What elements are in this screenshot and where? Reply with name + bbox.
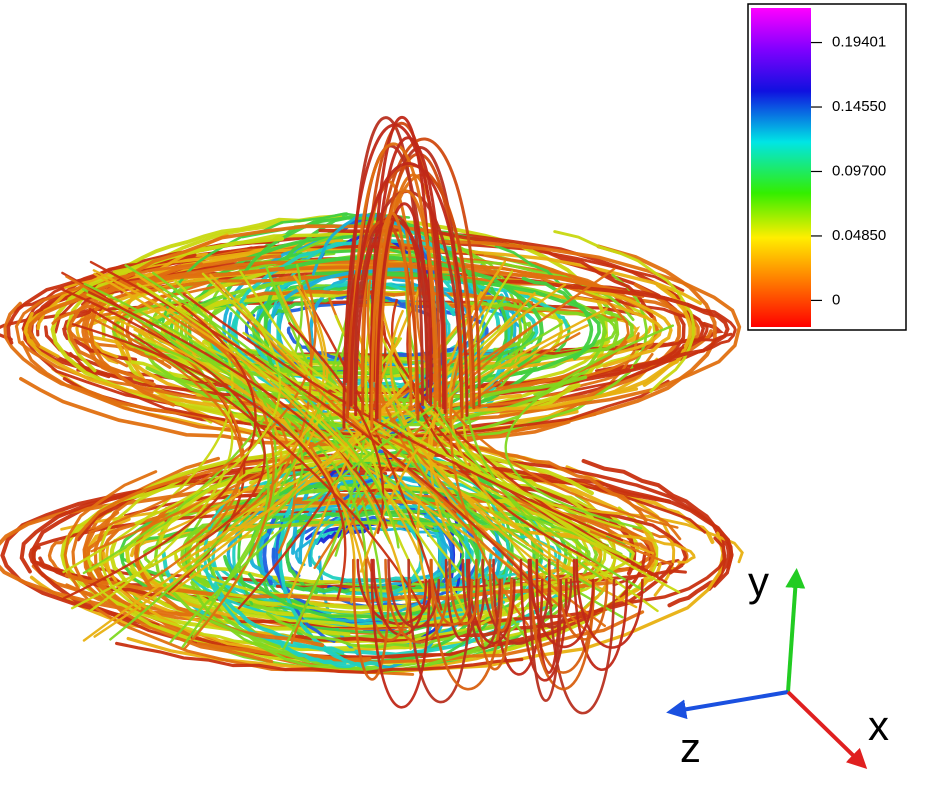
y-axis-label: y: [748, 558, 769, 605]
colorbar-tick-label: 0.14550: [832, 98, 886, 115]
colorbar-tick-label: 0.19401: [832, 34, 886, 51]
z-axis-arrow: [676, 692, 788, 711]
visualization: 0.19401 0.14550 0.09700 0.04850 0 y z x: [0, 0, 944, 805]
z-axis-label: z: [680, 724, 701, 771]
colorbar-tick-label: 0.04850: [832, 227, 886, 244]
colorbar-gradient: [751, 8, 811, 327]
x-axis-label: x: [868, 702, 889, 749]
colorbar: 0.19401 0.14550 0.09700 0.04850 0: [748, 4, 906, 330]
colorbar-tick-label: 0: [832, 291, 840, 308]
colorbar-tick-label: 0.09700: [832, 162, 886, 179]
x-axis-arrow: [788, 692, 860, 762]
y-axis-arrow: [788, 578, 796, 692]
streamlines: [0, 117, 742, 713]
